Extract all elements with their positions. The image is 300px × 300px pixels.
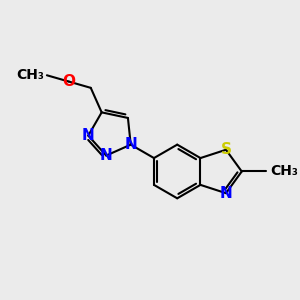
Text: O: O xyxy=(62,74,75,89)
Text: N: N xyxy=(82,128,94,143)
Text: CH₃: CH₃ xyxy=(16,68,44,82)
Text: S: S xyxy=(220,142,232,157)
Text: N: N xyxy=(124,137,137,152)
Text: CH₃: CH₃ xyxy=(270,164,298,178)
Text: N: N xyxy=(100,148,112,163)
Text: N: N xyxy=(220,186,232,201)
